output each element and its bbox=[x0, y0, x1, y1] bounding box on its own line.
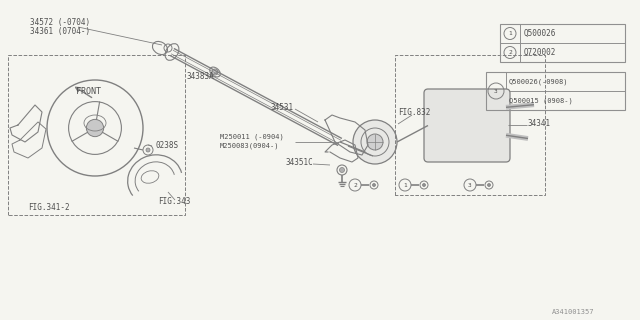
Text: 2: 2 bbox=[508, 50, 512, 55]
Circle shape bbox=[367, 134, 383, 150]
Text: 34531: 34531 bbox=[270, 102, 293, 111]
Text: Q500026: Q500026 bbox=[524, 29, 556, 38]
Text: M250011 (-0904): M250011 (-0904) bbox=[220, 134, 284, 140]
Text: Q720002: Q720002 bbox=[524, 48, 556, 57]
Circle shape bbox=[353, 120, 397, 164]
Text: 1: 1 bbox=[508, 31, 512, 36]
Text: 34351C: 34351C bbox=[285, 157, 313, 166]
Text: 34383A: 34383A bbox=[186, 71, 214, 81]
Circle shape bbox=[339, 167, 344, 172]
Text: 34361 (0704-): 34361 (0704-) bbox=[30, 27, 90, 36]
Text: 2: 2 bbox=[353, 182, 357, 188]
Text: 34341: 34341 bbox=[528, 118, 551, 127]
Circle shape bbox=[422, 183, 426, 187]
Text: FIG.341-2: FIG.341-2 bbox=[28, 204, 70, 212]
Text: 3: 3 bbox=[468, 182, 472, 188]
Circle shape bbox=[86, 119, 104, 137]
Text: FRONT: FRONT bbox=[76, 86, 101, 95]
Text: 34572 (-0704): 34572 (-0704) bbox=[30, 18, 90, 27]
Text: FIG.832: FIG.832 bbox=[398, 108, 430, 116]
Text: 3: 3 bbox=[494, 89, 498, 93]
Text: FIG.343: FIG.343 bbox=[158, 197, 190, 206]
FancyBboxPatch shape bbox=[424, 89, 510, 162]
Text: Q500015 (0908-): Q500015 (0908-) bbox=[509, 97, 573, 104]
Circle shape bbox=[488, 183, 490, 187]
Text: 0238S: 0238S bbox=[155, 140, 178, 149]
Text: A341001357: A341001357 bbox=[552, 309, 595, 315]
Bar bbox=[500, 24, 625, 62]
Circle shape bbox=[372, 183, 376, 187]
Text: M250083(0904-): M250083(0904-) bbox=[220, 143, 280, 149]
Circle shape bbox=[146, 148, 150, 152]
Circle shape bbox=[212, 69, 218, 75]
Bar bbox=[486, 72, 625, 110]
Text: Q500026(-0908): Q500026(-0908) bbox=[509, 78, 568, 85]
Text: 1: 1 bbox=[403, 182, 407, 188]
